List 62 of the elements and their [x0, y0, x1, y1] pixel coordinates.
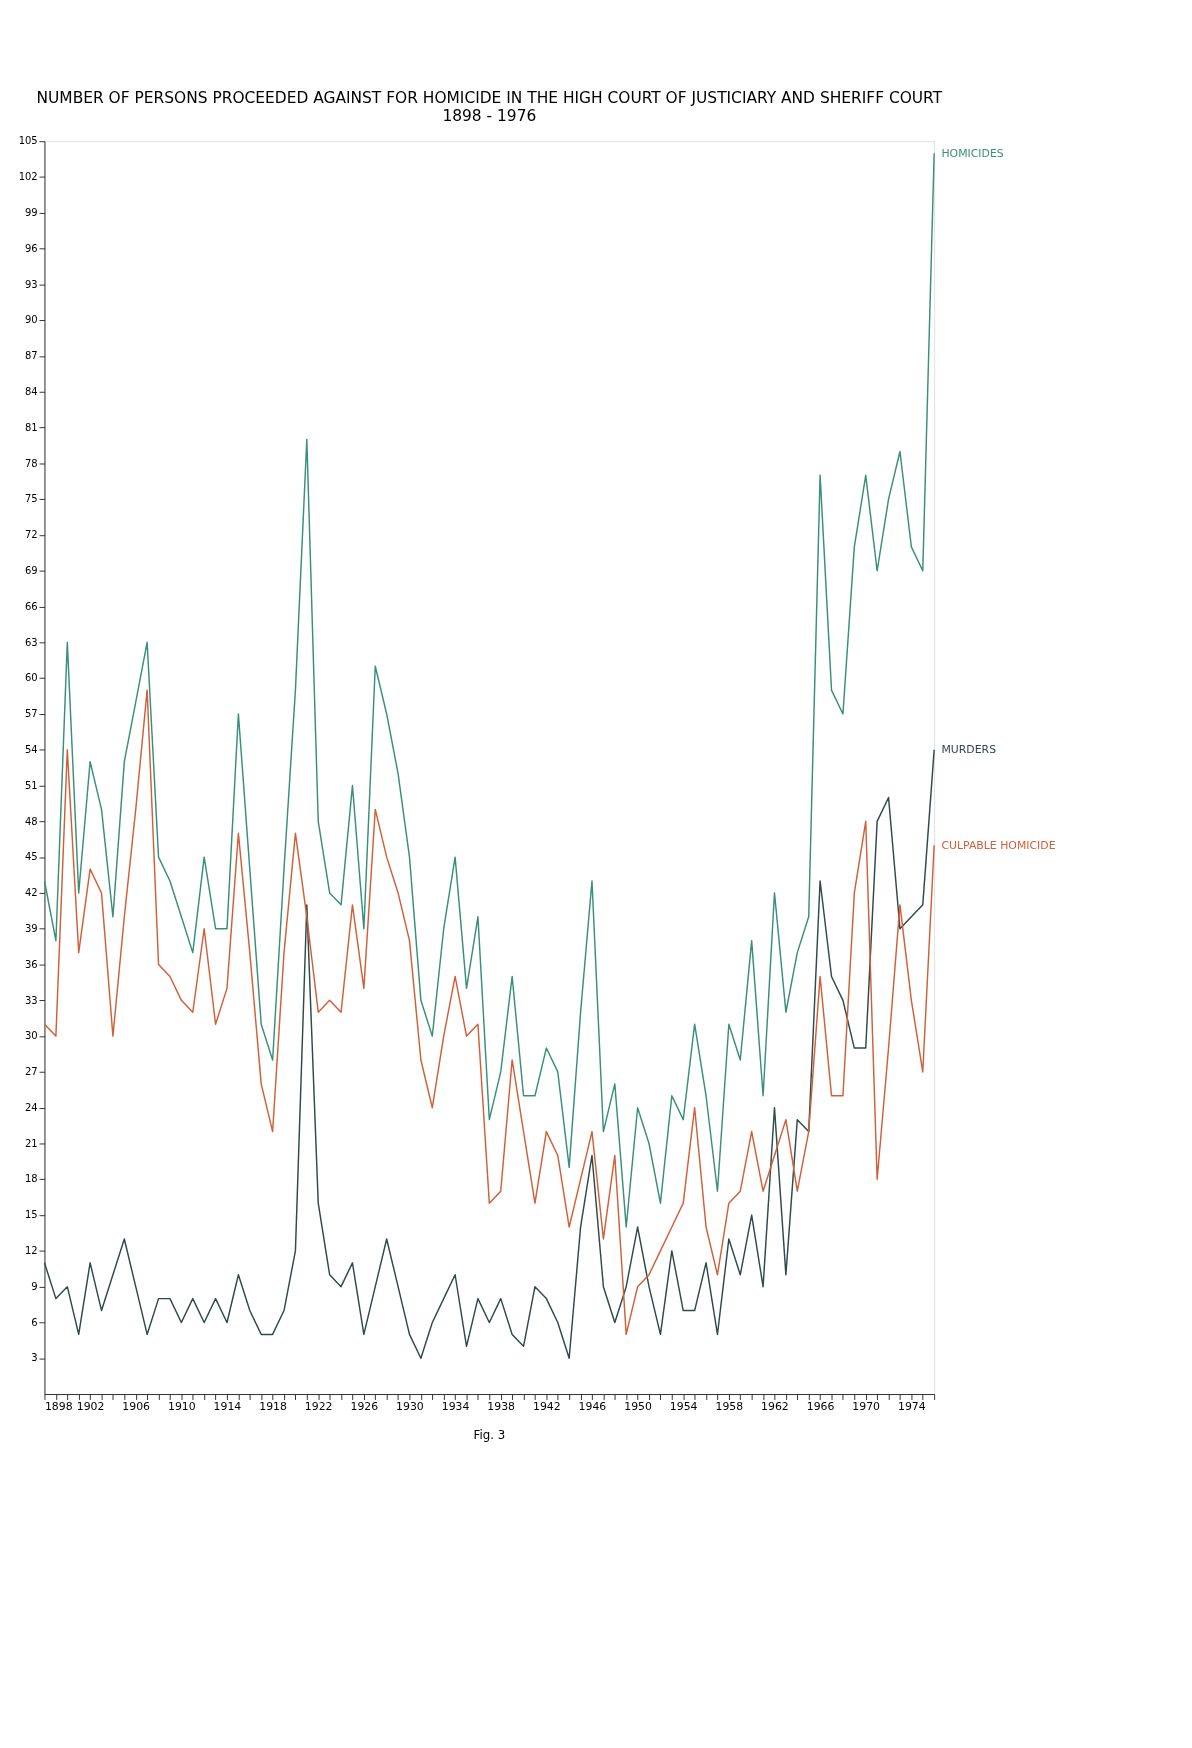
chart-title: NUMBER OF PERSONS PROCEEDED AGAINST FOR HOMICIDE IN THE HIGH COURT OF JUSTICIARY AND SHERIFF COURT: [36, 89, 943, 108]
y-tick-label: 36: [24, 958, 38, 970]
x-tick-label: 1966: [806, 1399, 835, 1413]
y-tick-label: 30: [24, 1030, 38, 1042]
y-tick-label: 99: [24, 207, 38, 219]
y-tick-label: 72: [24, 529, 38, 541]
y-tick-label: 84: [24, 385, 38, 397]
y-tick-label: 18: [24, 1173, 38, 1185]
y-tick-label: 24: [24, 1101, 38, 1113]
y-tick-label: 3: [31, 1352, 38, 1364]
y-tick-label: 54: [24, 743, 38, 755]
y-tick-label: 78: [24, 457, 38, 469]
caption: Fig. 3: [473, 1427, 506, 1442]
chart-subtitle: 1898 - 1976: [442, 107, 537, 126]
x-tick-label: 1906: [122, 1399, 151, 1413]
x-tick-label: 1974: [897, 1399, 926, 1413]
y-tick-label: 96: [24, 242, 38, 254]
y-tick-label: 12: [24, 1245, 38, 1257]
y-tick-label: 27: [24, 1066, 38, 1078]
x-tick-label: 1958: [715, 1399, 744, 1413]
y-tick-label: 66: [24, 600, 38, 612]
x-tick-label: 1930: [396, 1399, 424, 1413]
y-tick-label: 15: [24, 1209, 38, 1221]
x-tick-label: 1898: [44, 1399, 73, 1413]
x-tick-label: 1970: [852, 1399, 881, 1413]
series-label: HOMICIDES: [941, 146, 1004, 160]
x-tick-label: 1942: [532, 1399, 561, 1413]
x-tick-label: 1926: [350, 1399, 379, 1413]
x-tick-label: 1962: [761, 1399, 789, 1413]
y-tick-label: 81: [24, 421, 38, 433]
y-tick-label: 39: [24, 922, 38, 934]
x-tick-label: 1954: [669, 1399, 698, 1413]
y-tick-label: 105: [18, 135, 38, 147]
y-tick-label: 93: [24, 278, 38, 290]
x-tick-label: 1918: [259, 1399, 287, 1413]
y-tick-label: 63: [24, 636, 38, 648]
x-tick-label: 1934: [441, 1399, 470, 1413]
x-tick-label: 1902: [76, 1399, 105, 1413]
x-tick-label: 1914: [213, 1399, 242, 1413]
series-label: CULPABLE HOMICIDE: [941, 838, 1056, 852]
y-tick-label: 48: [24, 815, 38, 827]
x-tick-label: 1938: [487, 1399, 516, 1413]
y-tick-label: 45: [24, 851, 38, 863]
y-tick-label: 75: [24, 493, 38, 505]
y-tick-label: 87: [24, 350, 38, 362]
series-label: MURDERS: [941, 743, 997, 757]
y-tick-label: 102: [18, 171, 38, 183]
y-tick-label: 51: [24, 779, 38, 791]
line-series: [43, 152, 935, 1228]
y-tick-label: 33: [24, 994, 38, 1006]
y-tick-label: 42: [24, 887, 38, 899]
y-tick-label: 6: [31, 1316, 38, 1328]
y-tick-label: 90: [24, 314, 38, 326]
y-tick-label: 60: [24, 672, 38, 684]
y-tick-label: 69: [24, 564, 38, 576]
x-tick-label: 1910: [167, 1399, 196, 1413]
x-tick-label: 1922: [304, 1399, 333, 1413]
y-tick-label: 21: [24, 1137, 38, 1149]
y-tick-label: 57: [24, 708, 38, 720]
x-tick-label: 1946: [578, 1399, 607, 1413]
x-tick-label: 1950: [624, 1399, 652, 1413]
y-tick-label: 9: [31, 1280, 38, 1292]
